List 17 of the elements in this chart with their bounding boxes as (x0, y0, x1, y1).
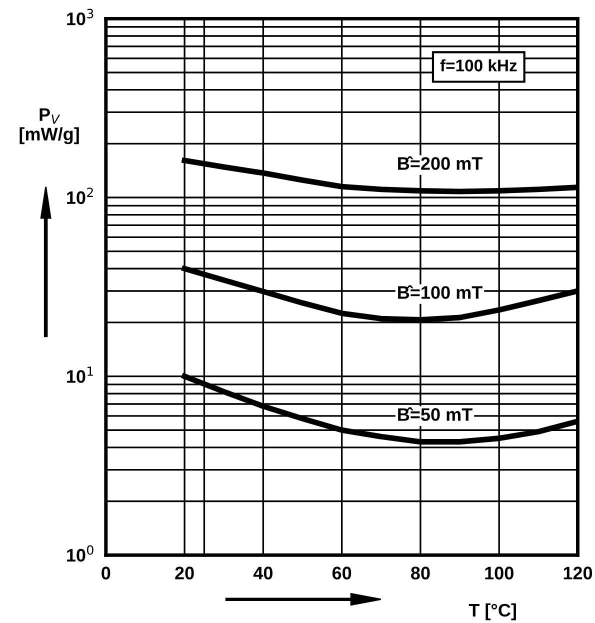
x-tick-label: 120 (564, 566, 592, 580)
series-label: B̂=200 mT (398, 156, 482, 170)
y-axis-title: P$_{V}$ [mW/g] (20, 108, 79, 144)
x-tick-label: 20 (175, 566, 194, 580)
y-tick-label: 10$^{0}$ (67, 545, 94, 562)
y-tick-label: 10$^{1}$ (67, 366, 94, 383)
series-label: B̂=50 mT (398, 407, 472, 421)
series-label: B̂=100 mT (398, 285, 482, 299)
annotation: f=100 kHz (440, 59, 517, 72)
x-tick-label: 0 (102, 566, 110, 580)
x-axis-title: T [°C] (468, 603, 516, 620)
y-tick-label: 10$^{2}$ (67, 188, 93, 204)
y-tick-label: 10$^{3}$ (67, 8, 94, 26)
x-tick-label: 100 (485, 566, 514, 580)
x-tick-label: 80 (411, 566, 430, 580)
x-tick-label: 60 (332, 566, 352, 580)
x-tick-label: 40 (253, 566, 272, 580)
